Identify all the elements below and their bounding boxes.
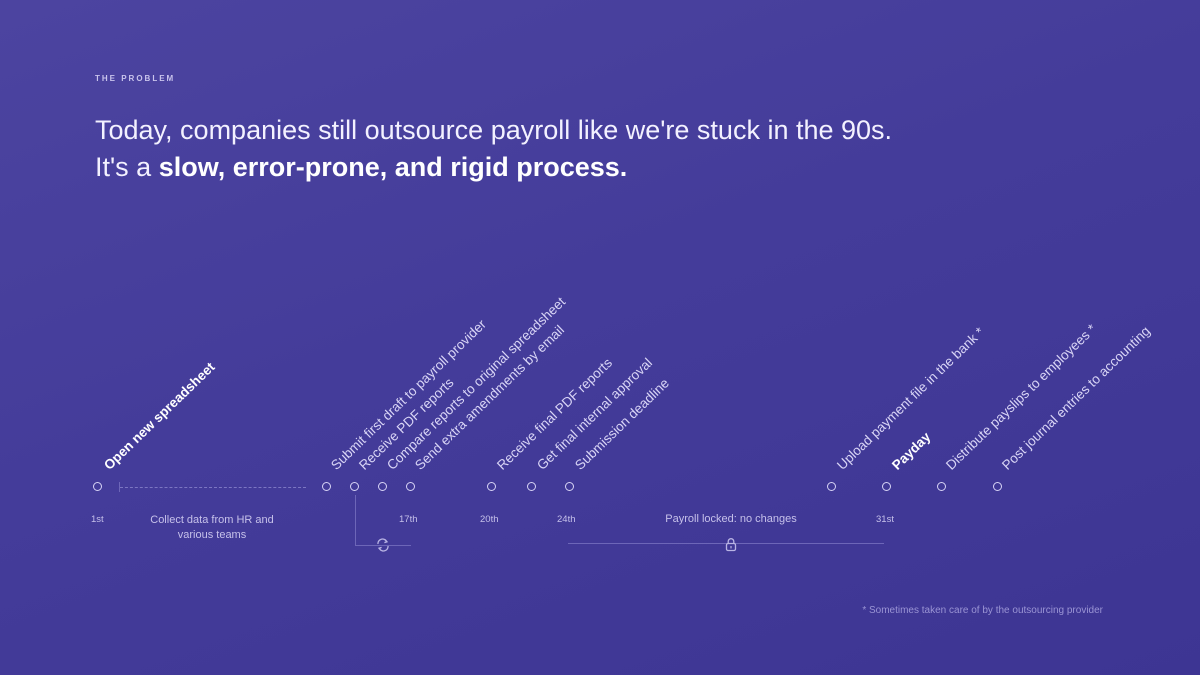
timeline-node-receive-final-pdf [487,482,496,491]
headline: Today, companies still outsource payroll… [95,112,915,186]
payroll-locked-note: Payroll locked: no changes [665,513,797,525]
date-17th: 17th [399,514,418,525]
timeline-node-post-journal [993,482,1002,491]
date-1st: 1st [91,514,104,525]
lock-icon [725,538,737,552]
timeline-node-distribute-payslips [937,482,946,491]
step-label-open-spreadsheet: Open new spreadsheet [101,359,218,473]
timeline-node-payday [882,482,891,491]
collect-start-tick [119,482,120,492]
repeat-icon [377,538,389,552]
timeline-node-submission-deadline [565,482,574,491]
locked-period-bracket [568,543,884,544]
collect-data-note: Collect data from HR and various teams [150,514,274,541]
timeline-node-upload-payment [827,482,836,491]
timeline-node-send-amendments [406,482,415,491]
timeline-node-open-spreadsheet [93,482,102,491]
timeline-node-final-approval [527,482,536,491]
section-eyebrow: THE PROBLEM [95,74,176,83]
step-label-payday: Payday [889,429,934,473]
timeline-node-submit-draft [322,482,331,491]
date-20th: 20th [480,514,499,525]
footnote: * Sometimes taken care of by the outsour… [862,605,1103,616]
headline-regular: Today, companies still outsource payroll… [95,115,893,182]
date-31st: 31st [876,514,894,525]
review-loop-bracket-bottom [355,545,411,546]
collect-period-line [120,487,306,488]
review-loop-bracket-left [355,495,356,545]
timeline-node-receive-pdf [350,482,359,491]
timeline-node-compare-reports [378,482,387,491]
date-24th: 24th [557,514,576,525]
headline-bold: slow, error-prone, and rigid process. [158,152,628,182]
